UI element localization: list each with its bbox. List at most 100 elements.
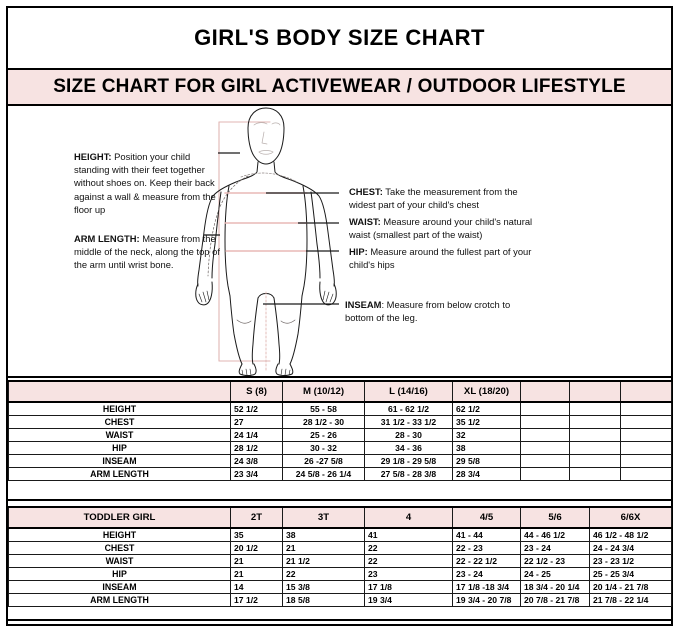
table-row: HEIGHT 52 1/2 55 - 58 61 - 62 1/2 62 1/2 [8,401,672,416]
table-row: INSEAM 14 15 3/8 17 1/8 17 1/8 -18 3/4 18 3/4… [8,579,672,594]
note-arm-length: ARM LENGTH: Measure from the middle of t… [74,232,224,272]
cell-hip-1: 30 - 32 [282,440,365,455]
girl-size-table-head: S (8) M (10/12) L (14/16) XL (18/20) [8,380,672,403]
cell-hip-4: 24 - 25 [520,566,590,581]
col-header-2t: 2T [230,506,283,529]
col-header-s-8: S (8) [230,380,283,403]
cell-height-3: 41 - 44 [452,527,521,542]
cell-chest-6 [620,414,672,429]
left-foot [238,363,257,376]
col-header-3t: 3T [282,506,365,529]
row-label-waist: WAIST [8,553,231,568]
page-title: GIRL'S BODY SIZE CHART [194,25,485,50]
cell-inseam-5 [569,453,621,468]
cell-arm-length-3: 19 3/4 - 20 7/8 [452,592,521,607]
col-header-m-10-12: M (10/12) [282,380,365,403]
right-foot [275,363,294,376]
cell-inseam-0: 24 3/8 [230,453,283,468]
note-waist-text: Measure around your child's natural wais… [349,216,533,241]
cell-arm-length-2: 19 3/4 [364,592,453,607]
col-header-xl-18-20: XL (18/20) [452,380,521,403]
torso-left [224,185,231,297]
table-row: HEIGHT 35 38 41 41 - 44 44 - 46 1/2 46 1/2 - 4… [8,527,672,542]
cell-height-0: 35 [230,527,283,542]
col-header-empty-6 [620,380,672,403]
table-divider-rule [8,499,671,501]
cell-arm-length-6 [620,466,672,481]
left-leg-outer [229,295,243,365]
cell-chest-5 [569,414,621,429]
row-label-inseam: INSEAM [8,579,231,594]
right-body-outline [273,161,335,287]
cell-waist-3: 22 - 22 1/2 [452,553,521,568]
cell-hip-4 [520,440,570,455]
toddler-girl-sizes-corner-label: TODDLER GIRL [8,506,231,529]
table-row: WAIST 21 21 1/2 22 22 - 22 1/2 22 1/2 - 23 23 … [8,553,672,568]
cell-waist-5 [569,427,621,442]
cell-arm-length-3: 28 3/4 [452,466,521,481]
cell-inseam-5: 20 1/4 - 21 7/8 [589,579,672,594]
cell-arm-length-2: 27 5/8 - 28 3/8 [364,466,453,481]
cell-chest-2: 31 1/2 - 33 1/2 [364,414,453,429]
note-arm-length-label: ARM LENGTH: [74,233,140,244]
girl-size-table: S (8) M (10/12) L (14/16) XL (18/20) HEIGHT… [8,380,672,481]
row-label-arm-length: ARM LENGTH [8,466,231,481]
cell-hip-6 [620,440,672,455]
right-inner-arm [310,191,321,279]
cell-arm-length-0: 23 3/4 [230,466,283,481]
cell-hip-2: 34 - 36 [364,440,453,455]
cell-hip-2: 23 [364,566,453,581]
cell-waist-3: 32 [452,427,521,442]
cell-arm-length-5: 21 7/8 - 22 1/4 [589,592,672,607]
cell-height-6 [620,401,672,416]
table-row: ARM LENGTH 23 3/4 24 5/8 - 26 1/4 27 5/8 - … [8,466,672,481]
row-label-waist: WAIST [8,427,231,442]
cell-height-0: 52 1/2 [230,401,283,416]
right-hand [319,281,337,306]
cell-waist-4: 22 1/2 - 23 [520,553,590,568]
col-header-l-14-16: L (14/16) [364,380,453,403]
table-row: INSEAM 24 3/8 26 -27 5/8 29 1/8 - 29 5/8 29 … [8,453,672,468]
cell-arm-length-4: 20 7/8 - 21 7/8 [520,592,590,607]
cell-waist-6 [620,427,672,442]
col-header-4: 4 [364,506,453,529]
cell-waist-0: 21 [230,553,283,568]
chart-title-band: GIRL'S BODY SIZE CHART [8,8,671,70]
cell-chest-2: 22 [364,540,453,555]
cell-height-2: 41 [364,527,453,542]
table-row: CHEST 27 28 1/2 - 30 31 1/2 - 33 1/2 35 1/2 [8,414,672,429]
girl-size-table-body: HEIGHT 52 1/2 55 - 58 61 - 62 1/2 62 1/2 CHES… [8,401,672,481]
cell-chest-4: 23 - 24 [520,540,590,555]
table-header-row: S (8) M (10/12) L (14/16) XL (18/20) [8,380,672,403]
cell-height-1: 55 - 58 [282,401,365,416]
cell-hip-1: 22 [282,566,365,581]
cell-inseam-2: 29 1/8 - 29 5/8 [364,453,453,468]
note-height: HEIGHT: Position your child standing wit… [74,150,226,216]
cell-hip-0: 21 [230,566,283,581]
right-leg-inner [273,297,281,365]
table-row: HIP 28 1/2 30 - 32 34 - 36 38 [8,440,672,455]
note-height-label: HEIGHT: [74,151,112,162]
note-chest: CHEST: Take the measurement from the wid… [349,185,539,211]
measurement-diagram: HEIGHT: Position your child standing wit… [8,106,671,378]
cell-height-4 [520,401,570,416]
right-leg-outer [289,295,303,365]
note-waist: WAIST: Measure around your child's natur… [349,215,545,241]
note-hip-label: HIP: [349,246,368,257]
cell-hip-3: 38 [452,440,521,455]
note-waist-label: WAIST: [349,216,381,227]
cell-inseam-1: 26 -27 5/8 [282,453,365,468]
row-label-arm-length: ARM LENGTH [8,592,231,607]
table-row: CHEST 20 1/2 21 22 22 - 23 23 - 24 24 - 24 3/4… [8,540,672,555]
row-label-inseam: INSEAM [8,453,231,468]
bottom-rule [8,619,671,621]
table-row: WAIST 24 1/4 25 - 26 28 - 30 32 [8,427,672,442]
col-header-empty-5 [569,380,621,403]
cell-waist-2: 28 - 30 [364,427,453,442]
row-label-hip: HIP [8,440,231,455]
page-subtitle: SIZE CHART FOR GIRL ACTIVEWEAR / OUTDOOR… [53,76,626,97]
